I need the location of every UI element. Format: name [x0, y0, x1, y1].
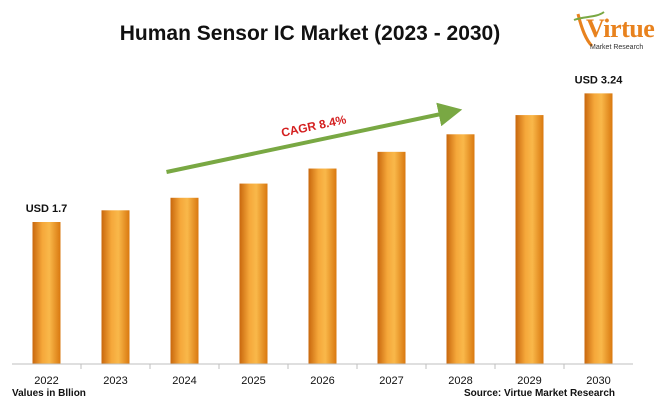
logo-subtitle: Market Research: [590, 44, 644, 51]
units-note: Values in Bllion: [12, 388, 86, 399]
bar-2023: [101, 210, 130, 364]
bar-series: [32, 93, 613, 364]
bar-2024: [170, 197, 199, 364]
x-tick-label: 2022: [34, 375, 58, 387]
bar-2027: [377, 151, 406, 364]
virtue-logo: Virtue Market Research: [568, 6, 655, 58]
x-tick-label: 2030: [586, 375, 610, 387]
chart-title: Human Sensor IC Market (2023 - 2030): [119, 22, 501, 45]
bar-2029: [515, 115, 544, 364]
bar-2028: [446, 134, 475, 364]
data-label: USD 1.7: [26, 203, 68, 215]
x-tick-label: 2027: [379, 375, 403, 387]
cagr-arrow: [166, 102, 463, 174]
x-tick-label: 2028: [448, 375, 472, 387]
bar-2030: [584, 93, 613, 364]
x-tick-label: 2023: [103, 375, 127, 387]
x-tick-label: 2029: [517, 375, 541, 387]
x-axis-ticks: 2022 2023 2024 2025 2026 2027 2028 2029 2030: [12, 363, 633, 387]
bar-2025: [239, 183, 268, 364]
logo-word: Virtue: [586, 14, 655, 43]
source-note: Source: Virtue Market Research: [464, 388, 615, 399]
x-tick-label: 2026: [310, 375, 334, 387]
data-label: USD 3.24: [575, 74, 624, 86]
logo-swoosh-icon: [573, 11, 605, 48]
data-labels: USD 1.7 USD 3.24: [26, 74, 624, 215]
cagr-annotation: CAGR 8.4%: [166, 102, 463, 174]
bar-2022: [32, 222, 61, 364]
bar-2026: [308, 168, 337, 364]
x-tick-label: 2024: [172, 375, 196, 387]
x-tick-label: 2025: [241, 375, 265, 387]
